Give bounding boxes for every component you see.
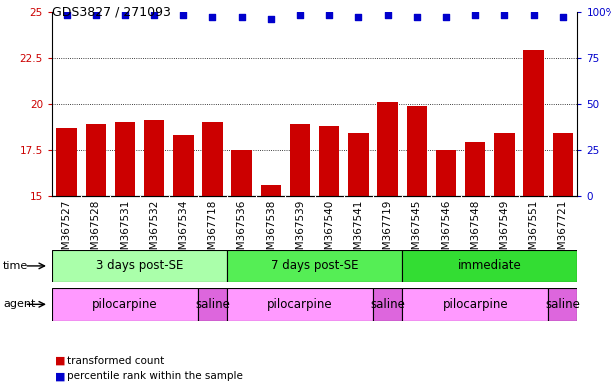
Text: GSM367539: GSM367539 [295,200,305,263]
Point [237,14,247,20]
Text: GSM367536: GSM367536 [236,200,247,263]
Point [149,12,159,18]
Bar [402,250,577,282]
Bar [524,50,544,196]
Text: 7 days post-SE: 7 days post-SE [271,260,359,272]
Text: pilocarpine: pilocarpine [92,298,158,311]
Text: transformed count: transformed count [67,356,164,366]
Text: GSM367538: GSM367538 [266,200,276,263]
Text: ■: ■ [55,356,65,366]
Point [62,12,71,18]
Bar [348,133,368,196]
Point [324,12,334,18]
Point [266,16,276,22]
Bar [227,288,373,321]
Point [295,12,305,18]
Bar [548,288,577,321]
Text: GSM367545: GSM367545 [412,200,422,263]
Text: saline: saline [546,298,580,311]
Bar [115,122,135,196]
Point [412,14,422,20]
Bar [494,133,514,196]
Bar [465,142,486,196]
Bar [436,150,456,196]
Point [178,12,188,18]
Text: GSM367546: GSM367546 [441,200,451,263]
Point [558,14,568,20]
Bar [144,120,164,196]
Bar [373,288,402,321]
Bar [227,250,402,282]
Bar [52,250,227,282]
Bar [407,106,427,196]
Text: time: time [3,261,28,271]
Text: GSM367541: GSM367541 [353,200,364,263]
Text: percentile rank within the sample: percentile rank within the sample [67,371,243,381]
Text: agent: agent [3,299,35,310]
Bar [402,288,548,321]
Bar [198,288,227,321]
Point [354,14,364,20]
Point [470,12,480,18]
Text: GSM367549: GSM367549 [499,200,510,263]
Text: ■: ■ [55,371,65,381]
Text: pilocarpine: pilocarpine [442,298,508,311]
Text: GSM367718: GSM367718 [208,200,218,263]
Bar [56,127,77,196]
Text: GSM367551: GSM367551 [529,200,539,263]
Point [208,14,218,20]
Text: GDS3827 / 271093: GDS3827 / 271093 [52,6,171,19]
Text: GSM367540: GSM367540 [324,200,334,263]
Point [91,12,101,18]
Text: immediate: immediate [458,260,522,272]
Text: GSM367534: GSM367534 [178,200,188,263]
Bar [173,135,194,196]
Bar [378,102,398,196]
Text: GSM367719: GSM367719 [382,200,393,263]
Text: GSM367548: GSM367548 [470,200,480,263]
Text: GSM367721: GSM367721 [558,200,568,263]
Text: 3 days post-SE: 3 days post-SE [96,260,183,272]
Text: GSM367532: GSM367532 [149,200,159,263]
Bar [232,150,252,196]
Bar [202,122,223,196]
Point [120,12,130,18]
Bar [290,124,310,196]
Bar [319,126,340,196]
Text: GSM367531: GSM367531 [120,200,130,263]
Point [382,12,392,18]
Bar [261,185,281,196]
Text: saline: saline [370,298,405,311]
Text: pilocarpine: pilocarpine [267,298,333,311]
Point [500,12,510,18]
Point [441,14,451,20]
Bar [52,288,198,321]
Text: GSM367527: GSM367527 [62,200,71,263]
Bar [552,133,573,196]
Text: GSM367528: GSM367528 [90,200,101,263]
Text: saline: saline [195,298,230,311]
Bar [86,124,106,196]
Point [529,12,538,18]
